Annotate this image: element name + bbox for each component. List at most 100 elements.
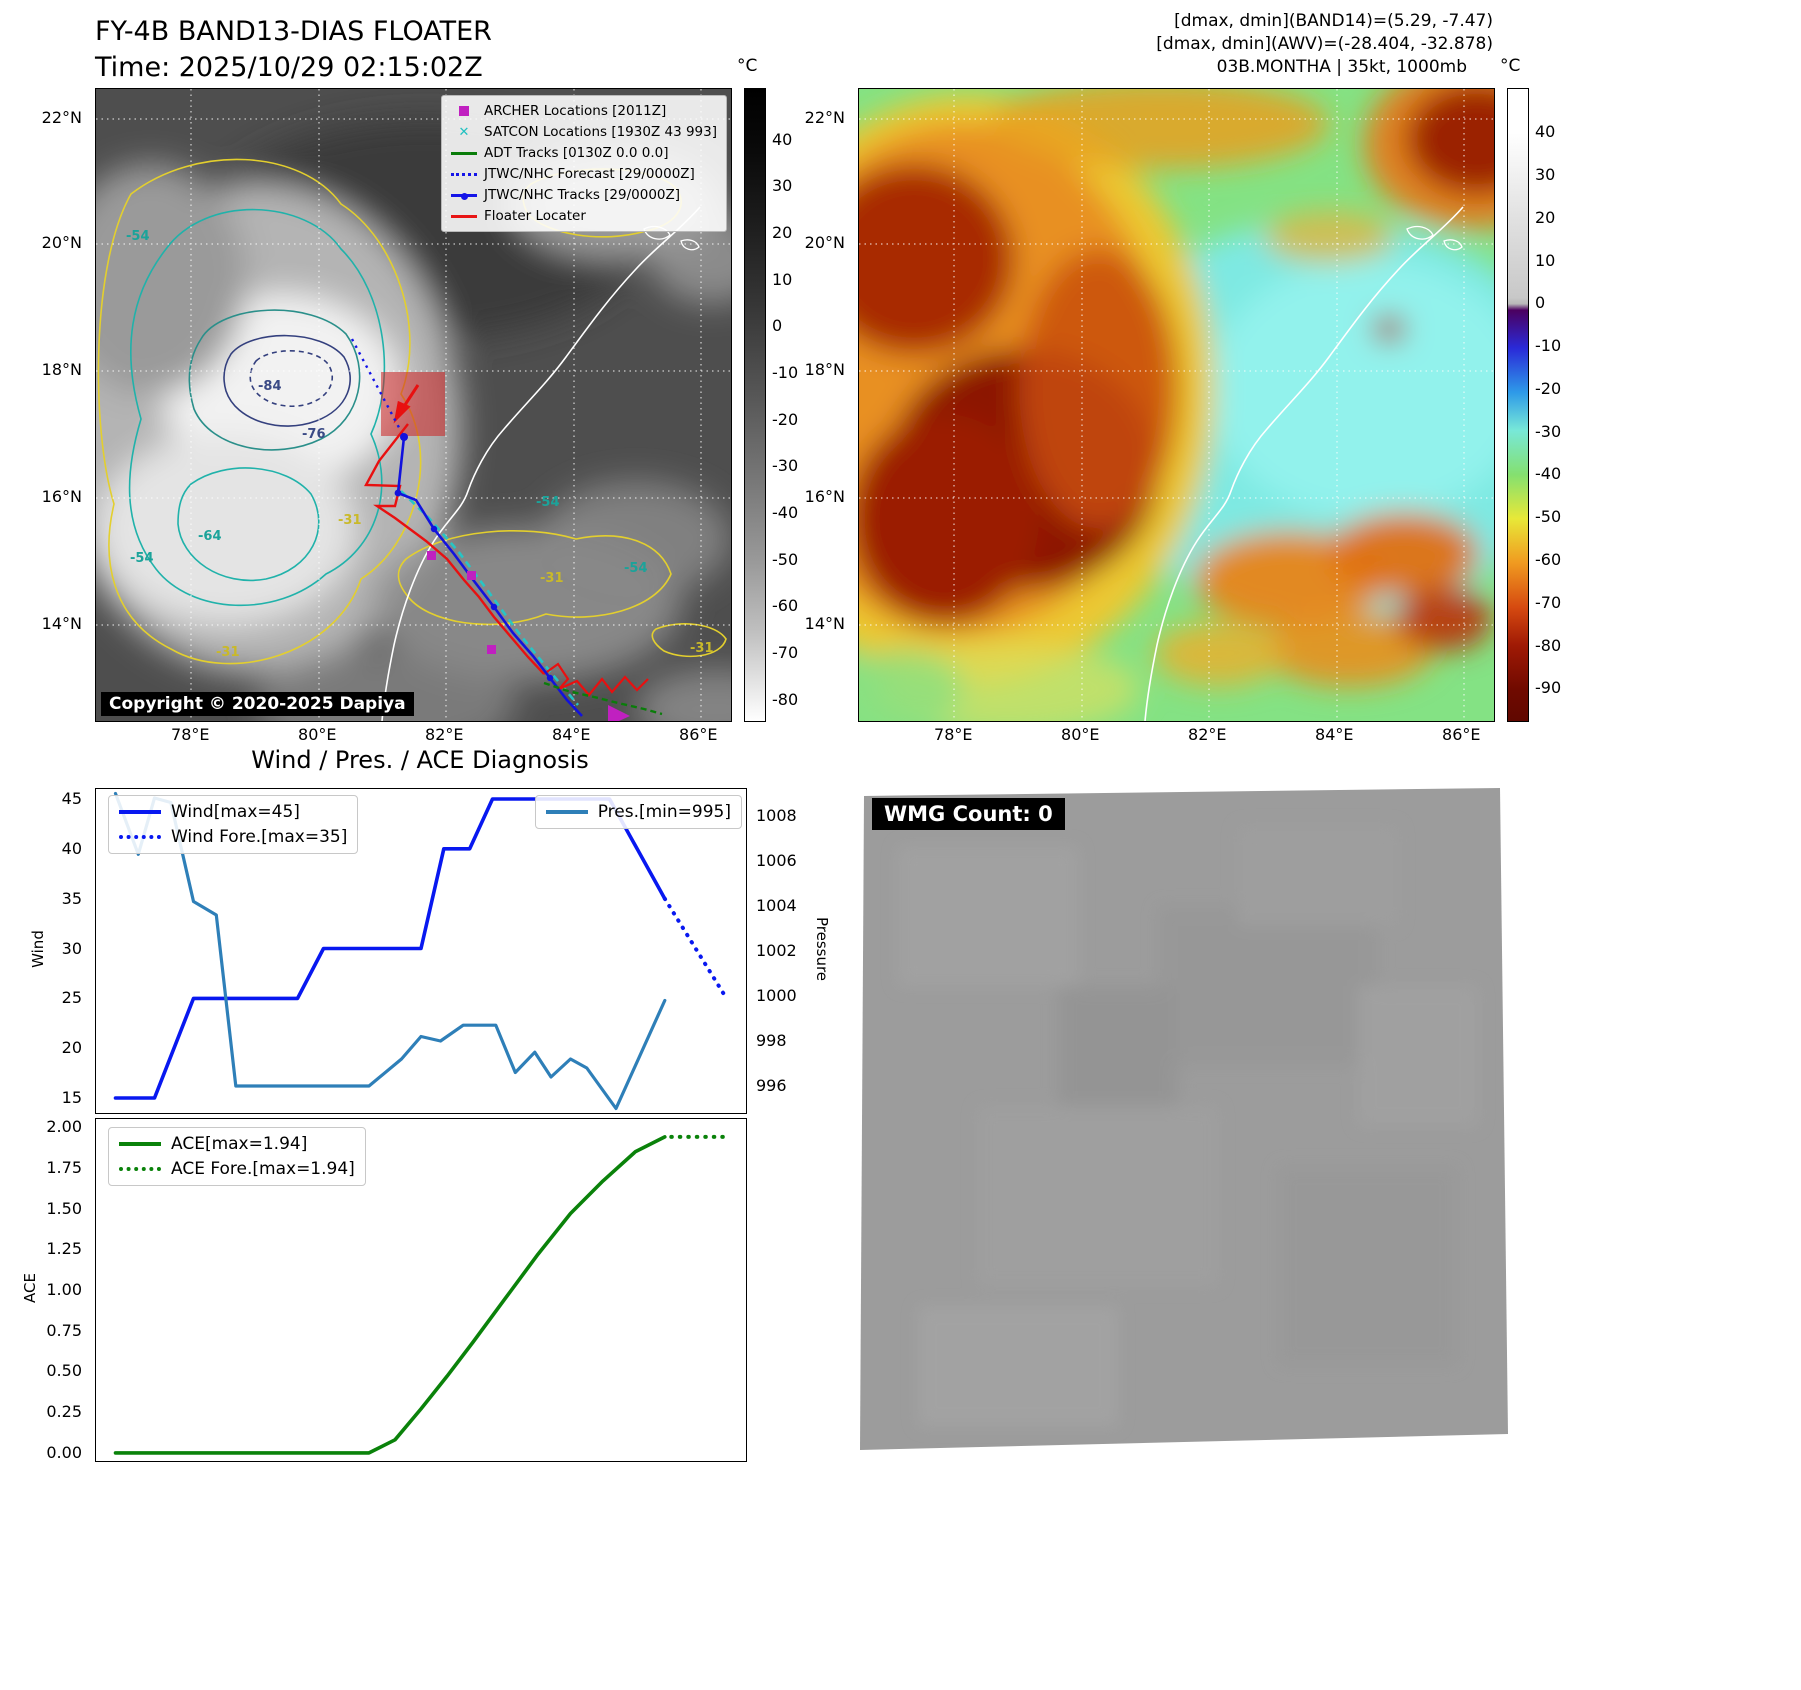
awv-field bbox=[859, 89, 1494, 721]
colorbar-tick-label: -70 bbox=[1535, 592, 1562, 612]
colorbar-tick-label: -10 bbox=[1535, 336, 1562, 356]
chart-tick-label: 30 bbox=[61, 938, 82, 958]
legend-label: SATCON Locations [1930Z 43 993] bbox=[484, 123, 717, 140]
legend-item: ARCHER Locations [2011Z] bbox=[451, 101, 717, 121]
chart-tick-label: 1.00 bbox=[46, 1280, 82, 1299]
colorbar-tick-label: -70 bbox=[772, 643, 799, 663]
colorbar-tick-label: -50 bbox=[772, 549, 799, 569]
chart-tick-label: 1000 bbox=[756, 986, 797, 1005]
x-tick-label: 84°E bbox=[1315, 725, 1354, 744]
y-tick-label: 14°N bbox=[804, 613, 845, 633]
diagnosis-title: Wind / Pres. / ACE Diagnosis bbox=[251, 746, 589, 774]
colorbar-tick-label: 0 bbox=[1535, 293, 1546, 313]
x-tick-label: 86°E bbox=[679, 725, 718, 744]
legend-item: ACE[max=1.94] bbox=[119, 1133, 355, 1155]
legend-item: JTWC/NHC Tracks [29/0000Z] bbox=[451, 185, 717, 205]
floater-target-box bbox=[381, 372, 445, 436]
colorbar-tick-label: -30 bbox=[772, 456, 799, 476]
chart-tick-label: 1.25 bbox=[46, 1239, 82, 1259]
chart-tick-label: 20 bbox=[61, 1038, 82, 1058]
legend-line-sample bbox=[119, 1142, 161, 1146]
colorbar-tick-label: -60 bbox=[772, 596, 799, 616]
chart-tick-label: 1008 bbox=[756, 806, 797, 825]
chart-tick-label: 1006 bbox=[756, 851, 797, 870]
legend-label: ARCHER Locations [2011Z] bbox=[484, 102, 667, 119]
pressure-legend: Pres.[min=995] bbox=[534, 795, 742, 829]
chart-tick-label: 2.00 bbox=[46, 1117, 82, 1137]
ace-y-axis: 0.00 0.25 0.50 0.75 1.00 1.25 1.50 1.75 2.00 bbox=[0, 1117, 88, 1462]
coastline bbox=[1144, 206, 1464, 721]
awv-colorbar-ticks: 40 30 20 10 0 -10 -20 -30 -40 -50 -60 -70 -80 -90 bbox=[1535, 88, 1595, 720]
jtwc-forecast-track bbox=[350, 338, 406, 438]
satellite-product-time: Time: 2025/10/29 02:15:02Z bbox=[95, 52, 483, 83]
y-tick-label: 20°N bbox=[804, 232, 845, 252]
ace-plot bbox=[113, 1134, 729, 1455]
legend-label: ACE Fore.[max=1.94] bbox=[171, 1159, 355, 1179]
legend-line-sample bbox=[119, 1167, 161, 1171]
chart-tick-label: 35 bbox=[61, 888, 82, 908]
y-tick-label: 22°N bbox=[804, 107, 845, 127]
colorbar-tick-label: 40 bbox=[1535, 122, 1556, 142]
awv-map-image bbox=[859, 89, 1494, 721]
microwave-panel: WMG Count: 0 bbox=[858, 786, 1510, 1458]
bt-contours bbox=[97, 158, 727, 665]
line-marker-icon bbox=[451, 151, 477, 155]
legend-line-sample bbox=[545, 810, 588, 814]
delta-islands bbox=[1406, 225, 1463, 251]
pressure-y-axis: 996 998 1000 1002 1004 1006 1008 bbox=[750, 788, 820, 1112]
y-tick-label: 22°N bbox=[41, 107, 82, 127]
tr-x-axis: 78°E 80°E 82°E 84°E 86°E bbox=[858, 724, 1493, 746]
tl-y-axis: 22°N 20°N 18°N 16°N 14°N bbox=[0, 88, 88, 720]
colorbar-tick-label: 30 bbox=[772, 176, 793, 196]
legend-label: ACE[max=1.94] bbox=[171, 1134, 308, 1154]
colorbar-tick-label: -10 bbox=[772, 363, 799, 383]
colorbar-tick-label: -80 bbox=[1535, 635, 1562, 655]
legend-item: Pres.[min=995] bbox=[545, 801, 731, 823]
legend-label: JTWC/NHC Forecast [29/0000Z] bbox=[484, 165, 695, 182]
colorbar-tick-label: 40 bbox=[772, 129, 793, 149]
map-legend: ARCHER Locations [2011Z] ✕ SATCON Location… bbox=[441, 95, 727, 232]
colorbar-tick-label: -20 bbox=[772, 409, 799, 429]
y-tick-label: 14°N bbox=[41, 613, 82, 633]
wind-axis-label: Wind bbox=[29, 930, 47, 968]
pressure-axis-label: Pressure bbox=[813, 916, 831, 982]
colorbar-tick-label: -80 bbox=[772, 689, 799, 709]
legend-label: Floater Locater bbox=[484, 207, 586, 224]
x-tick-label: 78°E bbox=[934, 725, 973, 744]
adt-track bbox=[543, 681, 663, 716]
line-marker-icon bbox=[451, 214, 477, 218]
dmax-dmin-awv: [dmax, dmin](AWV)=(-28.404, -32.878) bbox=[1156, 34, 1493, 54]
legend-label: ADT Tracks [0130Z 0.0 0.0] bbox=[484, 144, 669, 161]
x-tick-label: 80°E bbox=[1061, 725, 1100, 744]
series-line bbox=[662, 896, 729, 1001]
x-tick-label: 82°E bbox=[425, 725, 464, 744]
tl-colorbar-unit: °C bbox=[737, 56, 758, 76]
legend-item: ✕ SATCON Locations [1930Z 43 993] bbox=[451, 122, 717, 142]
chart-tick-label: 998 bbox=[756, 1031, 787, 1050]
chart-tick-label: 15 bbox=[61, 1088, 82, 1108]
chart-tick-label: 1.50 bbox=[46, 1198, 82, 1218]
chart-tick-label: 1004 bbox=[756, 896, 797, 915]
floater-track bbox=[364, 423, 545, 675]
ace-axis-label: ACE bbox=[21, 1273, 39, 1303]
floater-pointer-arrow bbox=[393, 384, 420, 424]
jtwc-track bbox=[396, 436, 583, 717]
tr-y-axis: 22°N 20°N 18°N 16°N 14°N bbox=[763, 88, 851, 720]
colorbar-tick-label: 30 bbox=[1535, 165, 1556, 185]
chart-tick-label: 0.00 bbox=[46, 1442, 82, 1462]
coastline bbox=[381, 206, 701, 721]
storm-info: 03B.MONTHA | 35kt, 1000mb bbox=[1216, 57, 1467, 77]
awv-satellite-map bbox=[858, 88, 1495, 722]
colorbar-tick-label: 0 bbox=[772, 316, 783, 336]
wmg-count-label: WMG Count: 0 bbox=[872, 798, 1065, 830]
floater-track-tail bbox=[543, 662, 649, 697]
colorbar-tick-label: -40 bbox=[1535, 464, 1562, 484]
chart-tick-label: 0.25 bbox=[46, 1402, 82, 1422]
legend-line-sample bbox=[119, 810, 161, 814]
chart-tick-label: 0.75 bbox=[46, 1320, 82, 1340]
x-tick-label: 82°E bbox=[1188, 725, 1227, 744]
satellite-product-title: FY-4B BAND13-DIAS FLOATER bbox=[95, 16, 492, 47]
microwave-image bbox=[858, 786, 1510, 1458]
legend-item: Floater Locater bbox=[451, 206, 717, 226]
ace-chart: ACE[max=1.94] ACE Fore.[max=1.94] bbox=[95, 1118, 747, 1462]
